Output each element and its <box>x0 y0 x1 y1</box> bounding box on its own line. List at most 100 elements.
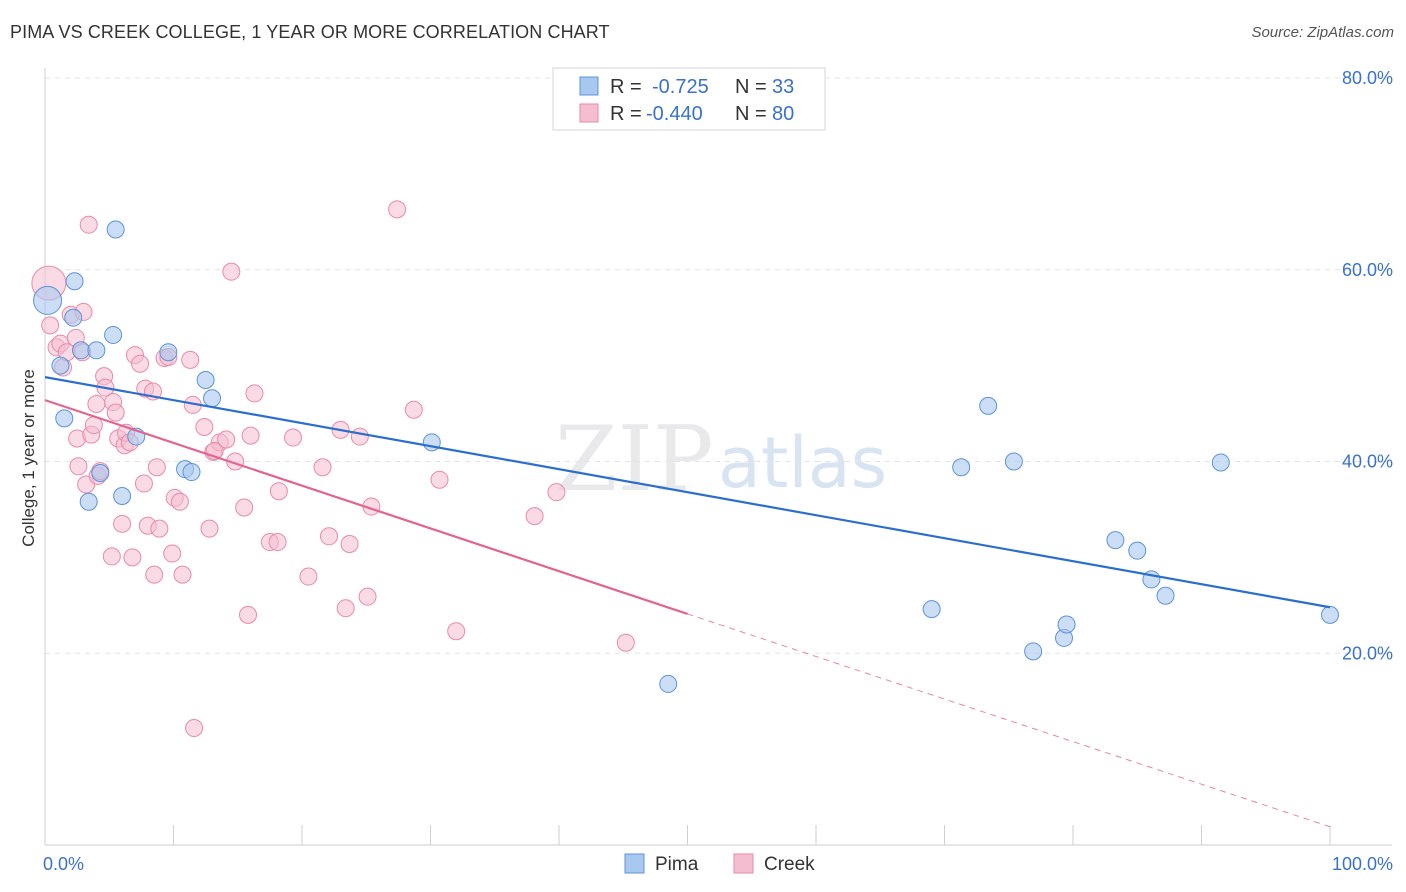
y-tick-label: 60.0% <box>1342 260 1393 280</box>
pima-point <box>1211 453 1230 472</box>
creek-point <box>525 507 544 526</box>
trend-lines <box>44 376 1331 828</box>
pima-point <box>91 464 110 483</box>
y-tick-label: 20.0% <box>1342 643 1393 663</box>
pima-point <box>65 272 84 291</box>
creek-trend-line <box>44 399 688 615</box>
pima-point <box>87 341 106 360</box>
correlation-legend: R = -0.725 N = 33 R = -0.440 N = 80 <box>552 67 826 131</box>
pima-point <box>952 458 971 477</box>
creek-point <box>404 400 423 419</box>
legend-pima-n-label: N = <box>735 76 767 98</box>
series-legend: Pima Creek <box>624 853 815 875</box>
creek-point <box>181 350 200 369</box>
creek-point <box>313 458 332 477</box>
pima-point <box>104 325 123 344</box>
creek-point <box>134 474 153 493</box>
creek-point <box>145 565 164 584</box>
pima-point <box>1156 586 1175 605</box>
creek-point <box>123 548 142 567</box>
creek-point <box>336 599 355 618</box>
pima-point <box>203 389 222 408</box>
axes <box>44 68 1392 846</box>
pima-point <box>1321 605 1339 624</box>
bottom-legend-pima-swatch <box>624 853 645 874</box>
creek-point <box>284 428 303 447</box>
pima-point <box>1057 615 1076 634</box>
x-tick-label-max: 100.0% <box>1332 854 1393 874</box>
creek-point <box>150 519 169 538</box>
pima-point <box>979 396 998 415</box>
creek-point <box>170 492 189 511</box>
creek-point <box>616 633 635 652</box>
pima-points <box>33 220 1339 693</box>
creek-point <box>350 427 369 446</box>
creek-point <box>222 262 241 281</box>
legend-creek-n-value: 80 <box>772 103 794 125</box>
creek-point <box>447 622 466 641</box>
pima-point <box>182 463 201 482</box>
creek-point <box>217 430 236 449</box>
pima-point <box>79 492 98 511</box>
y-axis-title: College, 1 year or more <box>19 369 38 547</box>
pima-point <box>1128 541 1147 560</box>
creek-point <box>245 384 264 403</box>
pima-point <box>33 285 63 315</box>
creek-point <box>547 483 566 502</box>
creek-point <box>235 498 254 517</box>
creek-point <box>340 534 359 553</box>
creek-point <box>195 417 214 436</box>
creek-point <box>41 316 60 335</box>
legend-creek-swatch <box>579 103 599 123</box>
tick-labels: 20.0% 40.0% 60.0% 80.0% 0.0% 100.0% <box>43 68 1393 874</box>
watermark-atlas: atlas <box>718 422 887 504</box>
creek-point <box>79 215 98 234</box>
pima-point <box>1024 642 1043 661</box>
watermark-zip: ZIP <box>555 407 714 512</box>
legend-creek-r-label: R = <box>610 103 642 125</box>
legend-creek-r-value: -0.440 <box>646 103 703 125</box>
creek-point <box>163 544 182 563</box>
x-tick-label-min: 0.0% <box>43 854 84 874</box>
creek-point <box>147 458 166 477</box>
pima-point <box>1004 452 1023 471</box>
y-tick-label: 80.0% <box>1342 68 1393 88</box>
pima-point <box>55 409 74 428</box>
creek-point <box>388 200 407 219</box>
creek-point <box>269 482 288 501</box>
pima-point <box>1106 531 1125 550</box>
creek-point <box>131 354 150 373</box>
pima-point <box>659 674 678 693</box>
creek-points <box>31 200 635 738</box>
creek-point <box>299 567 318 586</box>
creek-point <box>185 719 204 738</box>
pima-point <box>71 341 90 360</box>
legend-creek-n-label: N = <box>735 103 767 125</box>
pima-trend-line <box>44 376 1331 609</box>
chart-title: PIMA VS CREEK COLLEGE, 1 YEAR OR MORE CO… <box>10 22 610 42</box>
pima-point <box>106 220 125 239</box>
bottom-legend-pima-label: Pima <box>655 854 699 875</box>
creek-point <box>69 457 88 476</box>
creek-point <box>200 519 219 538</box>
creek-point <box>113 514 132 533</box>
pima-point <box>64 308 83 327</box>
creek-point <box>319 527 338 546</box>
pima-point <box>113 487 132 506</box>
pima-point <box>922 600 941 619</box>
creek-point <box>87 394 106 413</box>
pima-point <box>196 371 215 390</box>
creek-point <box>358 587 377 606</box>
creek-point <box>241 426 260 445</box>
bottom-legend-creek-swatch <box>733 853 754 874</box>
legend-pima-swatch <box>579 76 599 96</box>
y-tick-label: 40.0% <box>1342 452 1393 472</box>
pima-point <box>159 343 178 362</box>
legend-pima-r-value: -0.725 <box>652 76 709 98</box>
creek-point <box>106 403 125 422</box>
grid-lines <box>45 77 1392 654</box>
creek-point <box>173 565 192 584</box>
bottom-legend-creek-label: Creek <box>764 854 815 875</box>
legend-pima-r-label: R = <box>610 76 642 98</box>
